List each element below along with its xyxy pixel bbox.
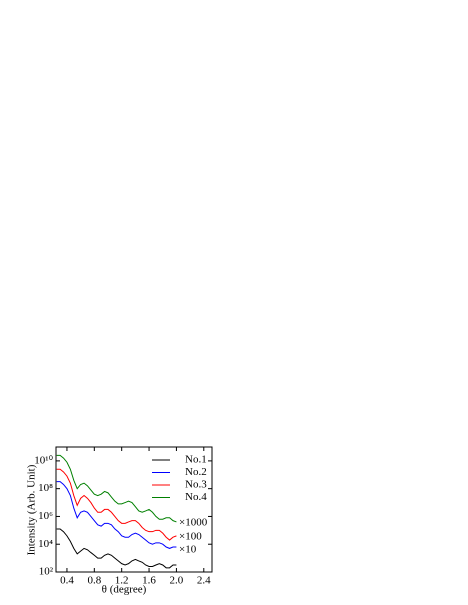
legend-label: No.4 (185, 491, 207, 503)
plot-frame (55, 446, 213, 573)
series-line (56, 454, 177, 523)
y-tick-label: 10⁶ (38, 510, 53, 522)
legend-label: No.1 (185, 454, 207, 466)
series-line (56, 481, 177, 549)
y-axis-label: Intensity (Arb. Unit) (26, 464, 38, 555)
y-tick-label: 10⁴ (38, 538, 53, 550)
x-tick-label: 0.8 (87, 575, 101, 587)
y-tick-label: 10¹⁰ (34, 454, 53, 466)
legend-label: No.2 (185, 466, 207, 478)
y-tick-label: 10⁸ (38, 482, 53, 494)
x-axis-label: θ (degree) (102, 584, 147, 596)
annotation: ×1000 (179, 517, 208, 529)
legend-label: No.3 (185, 479, 207, 491)
annotation: ×100 (179, 531, 202, 543)
y-tick-label: 10² (39, 566, 54, 578)
x-tick-label: 0.4 (60, 575, 74, 587)
series-line (56, 468, 177, 541)
x-tick-label: 2.0 (170, 575, 184, 587)
x-tick-label: 1.6 (142, 575, 156, 587)
x-tick-label: 2.4 (197, 575, 211, 587)
annotation: ×10 (179, 544, 197, 556)
series-line (56, 528, 177, 569)
x-tick-label: 1.2 (115, 575, 129, 587)
